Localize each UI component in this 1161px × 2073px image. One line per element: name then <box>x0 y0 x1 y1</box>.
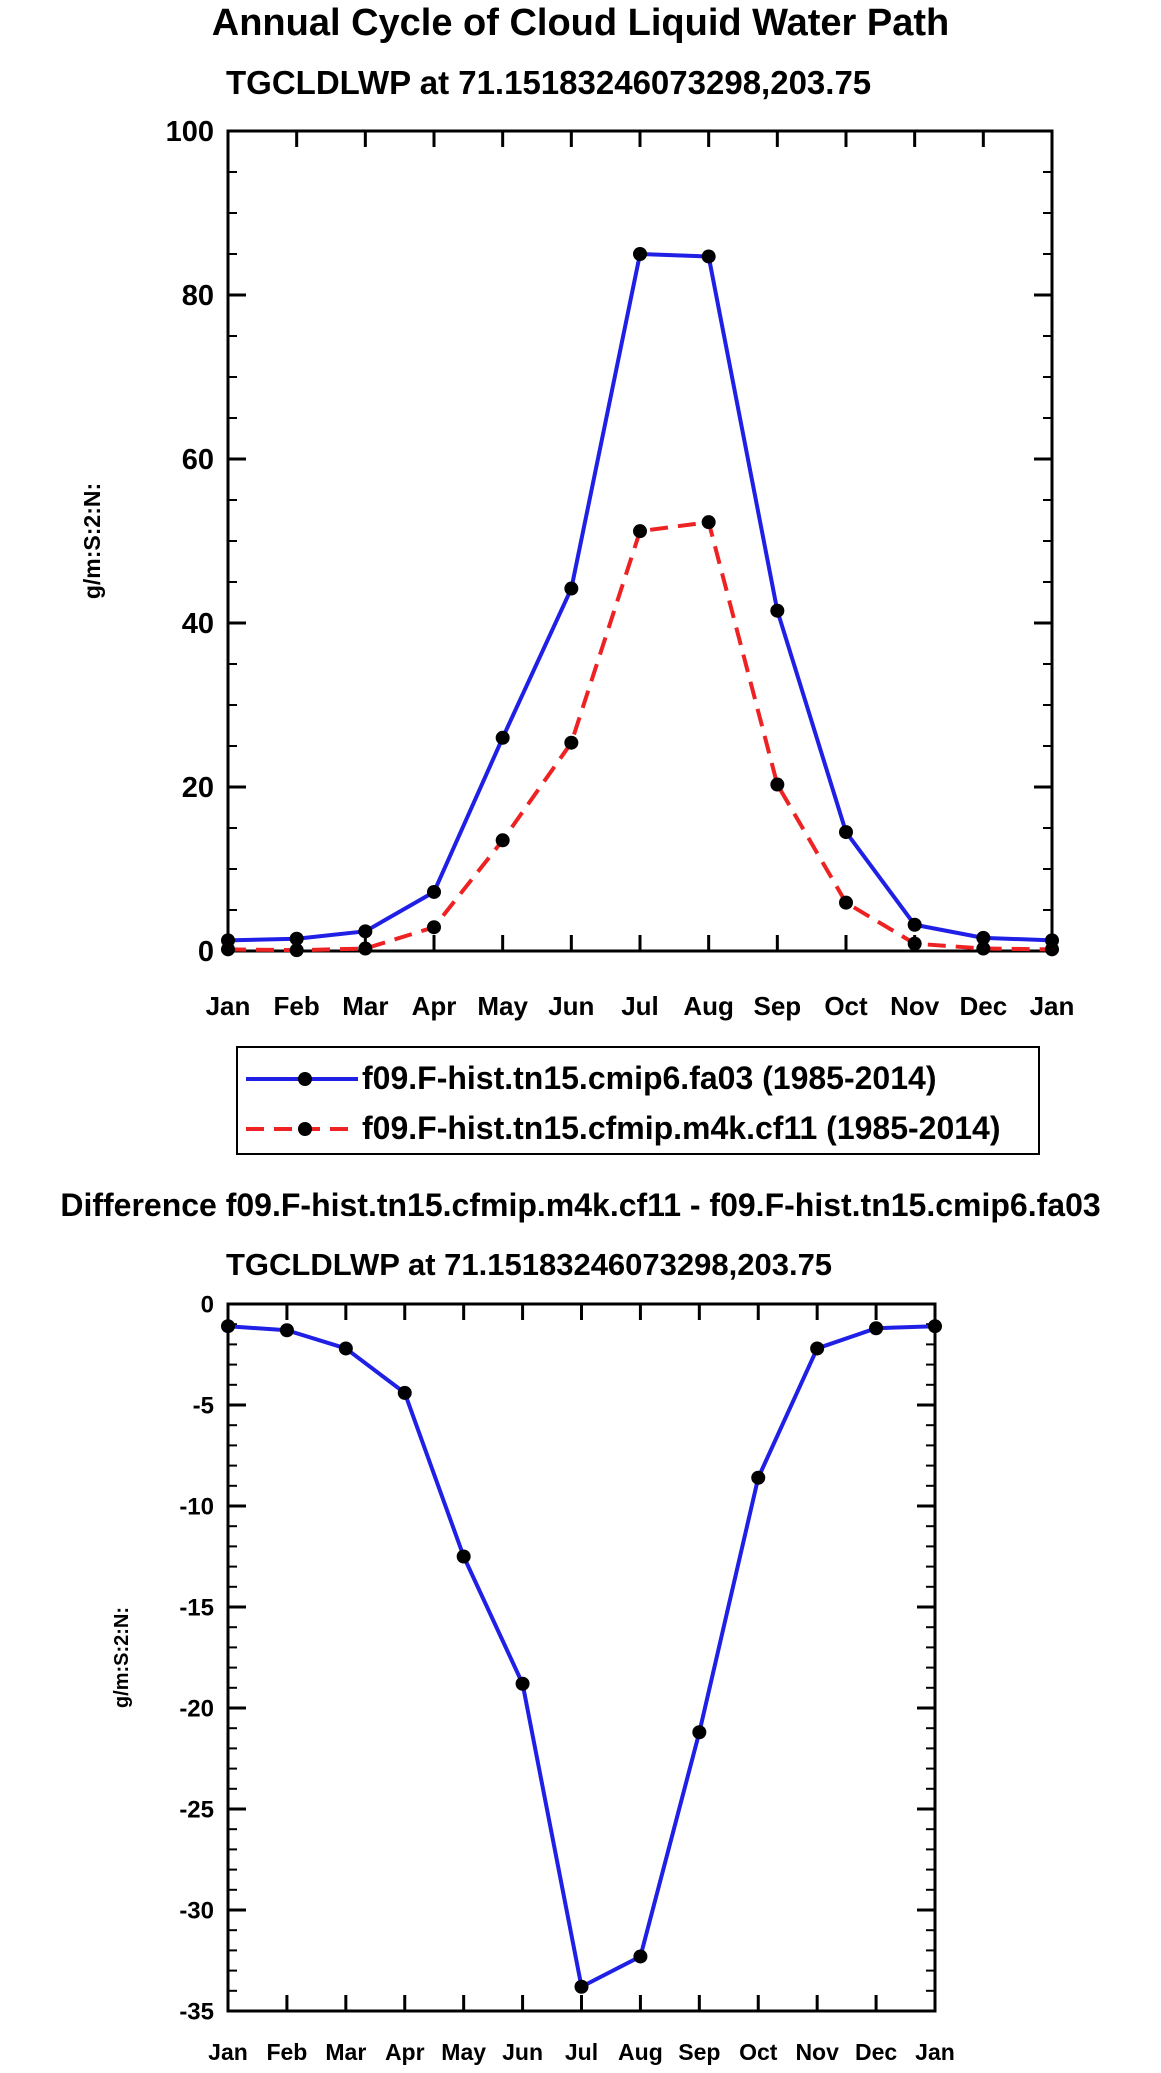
series-1-point <box>692 1725 707 1740</box>
series-2-point <box>495 833 510 848</box>
series-1-point <box>427 884 441 899</box>
series-2-point <box>976 941 991 956</box>
series-2-point <box>839 895 853 910</box>
x-tick-label: Sep <box>678 2039 720 2065</box>
x-tick-label: May <box>441 2039 486 2065</box>
x-tick-label: Dec <box>855 2039 897 2065</box>
series-1-point <box>839 825 853 840</box>
x-tick-label: Jan <box>206 991 251 1021</box>
y-tick-label: 80 <box>182 280 214 312</box>
main-title: Annual Cycle of Cloud Liquid Water Path <box>211 2 950 44</box>
y-tick-label: 40 <box>182 608 214 640</box>
series-2-point <box>564 735 579 750</box>
series-1-point <box>574 1979 589 1994</box>
series-1-point <box>564 581 579 596</box>
y-tick-label: 0 <box>198 936 214 968</box>
x-tick-label: May <box>477 991 528 1021</box>
legend-label-series2: f09.F-hist.tn15.cfmip.m4k.cf11 (1985-201… <box>362 1110 1001 1146</box>
y-tick-label: 20 <box>182 772 214 804</box>
x-tick-label: Aug <box>683 991 734 1021</box>
series-1-point <box>633 1949 648 1964</box>
y-tick-label: -35 <box>179 1998 214 2025</box>
y-tick-label: -15 <box>179 1594 214 1621</box>
difference-chart: Jan Feb Mar Apr May Jun Jul Aug Sep Oct Nov Dec Jan 0… <box>111 1291 955 2065</box>
legend-item-series1: f09.F-hist.tn15.cmip6.fa03 (1985-2014) <box>238 1054 1038 1104</box>
x-tick-label: Dec <box>959 991 1007 1021</box>
x-tick-label: Jan <box>208 2039 248 2065</box>
series-1-point <box>928 1319 942 1334</box>
series-2-point <box>770 777 785 792</box>
series-2-point <box>1045 942 1059 957</box>
y-tick-label: -5 <box>193 1392 214 1419</box>
x-tick-label: Sep <box>753 991 801 1021</box>
legend-swatch-series2 <box>246 1122 358 1136</box>
series-2-point <box>907 936 922 951</box>
series-1-point <box>358 924 373 939</box>
series-2-point <box>358 941 373 956</box>
bottom-chart-subtitle: TGCLDLWP at 71.15183246073298,203.75 <box>226 1247 833 1282</box>
series-1-point <box>701 249 716 264</box>
x-tick-label: Nov <box>795 2039 839 2065</box>
x-tick-label: Jan <box>1030 991 1075 1021</box>
series-2-point <box>289 943 304 958</box>
top-chart-subtitle: TGCLDLWP at 71.15183246073298,203.75 <box>226 64 872 101</box>
x-tick-label: Aug <box>618 2039 663 2065</box>
series-2-point <box>221 942 235 957</box>
y-tick-label: -30 <box>179 1897 214 1924</box>
x-tick-label: Nov <box>890 991 940 1021</box>
series-2-point <box>701 515 716 530</box>
series-1-point <box>221 1319 235 1334</box>
x-tick-label: Apr <box>385 2039 425 2065</box>
y-tick-label: 0 <box>201 1291 214 1318</box>
x-tick-label: Jun <box>502 2039 543 2065</box>
legend-swatch-series1 <box>246 1072 358 1086</box>
series-1-point <box>633 247 647 261</box>
plot-frame <box>226 1302 937 2013</box>
legend-item-series2: f09.F-hist.tn15.cfmip.m4k.cf11 (1985-201… <box>238 1104 1038 1154</box>
series-1-point <box>495 730 510 745</box>
y-axis-label: g/m:S:2:N: <box>111 1607 133 1708</box>
series-line-1 <box>227 1324 936 1989</box>
series-1-point <box>397 1385 412 1400</box>
series-1-point <box>810 1341 825 1356</box>
y-tick-label: -20 <box>179 1695 214 1722</box>
series-1-point <box>456 1549 471 1564</box>
legend-label-series1: f09.F-hist.tn15.cmip6.fa03 (1985-2014) <box>362 1060 937 1096</box>
legend: f09.F-hist.tn15.cmip6.fa03 (1985-2014) f… <box>236 1046 1040 1155</box>
series-line-2 <box>227 520 1053 953</box>
series-2-point <box>633 524 647 539</box>
series-1-point <box>515 1676 530 1691</box>
y-axis-label: g/m:S:2:N: <box>79 483 105 599</box>
series-1-point <box>770 603 785 618</box>
y-tick-label: 60 <box>182 444 214 476</box>
x-tick-label: Oct <box>739 2039 778 2065</box>
series-1-point <box>869 1321 884 1336</box>
x-tick-label: Mar <box>342 991 388 1021</box>
x-tick-label: Jul <box>565 2039 598 2065</box>
series-1-point <box>289 931 304 946</box>
difference-title: Difference f09.F-hist.tn15.cfmip.m4k.cf1… <box>60 1187 1101 1223</box>
top-chart: Jan Feb Mar Apr May Jun Jul Aug Sep Oct Nov Dec Jan 0… <box>79 116 1075 1021</box>
series-1-point <box>907 917 922 932</box>
series-2-point <box>427 920 441 935</box>
x-tick-label: Feb <box>266 2039 307 2065</box>
y-tick-label: 100 <box>166 116 214 148</box>
series-line-1 <box>227 252 1053 943</box>
x-tick-label: Mar <box>325 2039 366 2065</box>
x-tick-label: Oct <box>824 991 868 1021</box>
x-tick-label: Feb <box>274 991 320 1021</box>
x-tick-label: Jul <box>621 991 659 1021</box>
series-1-point <box>338 1341 353 1356</box>
y-tick-label: -10 <box>179 1493 214 1520</box>
y-tick-label: -25 <box>179 1796 214 1823</box>
series-1-point <box>976 930 991 945</box>
x-tick-label: Jun <box>548 991 594 1021</box>
series-1-point <box>279 1323 294 1338</box>
x-tick-label: Jan <box>915 2039 955 2065</box>
series-1-point <box>751 1470 766 1485</box>
x-tick-label: Apr <box>412 991 457 1021</box>
